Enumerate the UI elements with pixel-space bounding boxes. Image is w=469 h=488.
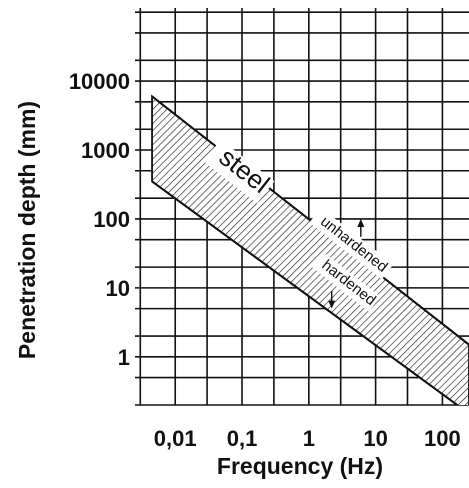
series-line-hardened [151, 180, 459, 405]
hardened-arrowhead [328, 300, 336, 309]
y-tick-label: 1000 [81, 138, 130, 163]
hardened-label-background [312, 252, 381, 312]
steel-band [151, 94, 469, 405]
x-tick-label: 0,1 [227, 426, 258, 451]
y-tick-label: 1 [118, 345, 130, 370]
x-tick-label: 10 [363, 426, 387, 451]
x-tick-label: 100 [424, 426, 461, 451]
x-tick-label: 0,01 [154, 426, 197, 451]
y-axis-title: Penetration depth (mm) [14, 101, 40, 359]
x-axis-title: Frequency (Hz) [217, 453, 383, 479]
y-tick-label: 10 [106, 276, 130, 301]
y-tick-label: 10000 [69, 69, 130, 94]
series-line-unhardened [151, 95, 469, 346]
y-tick-label: 100 [93, 207, 130, 232]
tick-labels: 0,01 0,1 1 10 100 1 10 100 1000 10000 [69, 69, 461, 451]
x-tick-label: 1 [303, 426, 315, 451]
steel-label-background [203, 139, 275, 204]
unhardened-arrowhead [357, 218, 365, 227]
steel-band-layer [151, 94, 469, 405]
unhardened-label-background [309, 207, 394, 280]
